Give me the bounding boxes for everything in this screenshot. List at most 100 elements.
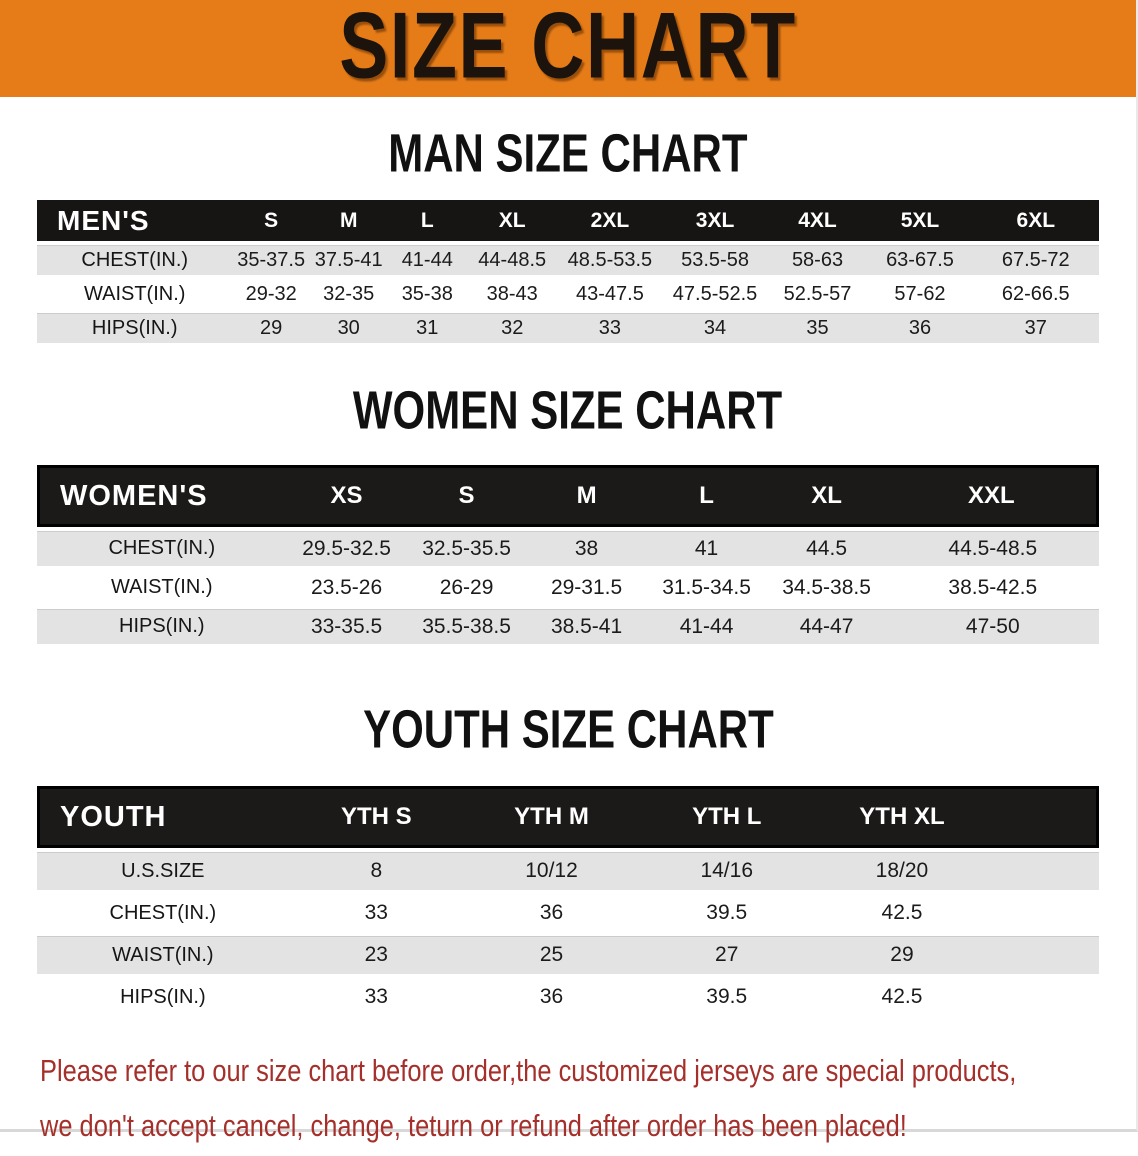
measurement-value: 27	[639, 936, 815, 974]
measurement-value: 35-38	[387, 279, 468, 309]
row-label: HIPS(IN.)	[37, 313, 233, 343]
measurement-value: 31.5-34.5	[646, 570, 767, 605]
measurement-value: 53.5-58	[662, 245, 768, 275]
measurement-value: 37.5-41	[309, 245, 388, 275]
size-column-header: XL	[766, 465, 887, 527]
size-column-header: XS	[286, 465, 407, 527]
order-disclaimer: Please refer to our size chart before or…	[40, 1046, 1136, 1156]
size-column-header: YTH S	[288, 786, 464, 848]
measurement-value: 44.5-48.5	[886, 531, 1099, 566]
measurement-row: WAIST(IN.) 23 25 27 29	[37, 936, 1099, 974]
measurement-value: 44-47	[766, 609, 887, 644]
empty-cell	[989, 852, 1099, 890]
measurement-value: 67.5-72	[972, 245, 1099, 275]
row-label: HIPS(IN.)	[37, 609, 287, 644]
row-label: WAIST(IN.)	[37, 570, 287, 605]
measurement-value: 52.5-57	[767, 279, 868, 309]
measurement-value: 33	[288, 894, 464, 932]
youth-section-heading: YOUTH SIZE CHART	[0, 698, 1136, 760]
size-column-header: XXL	[886, 465, 1099, 527]
measurement-value: 39.5	[639, 978, 815, 1016]
measurement-value: 18/20	[814, 852, 990, 890]
measurement-value: 41-44	[387, 245, 468, 275]
size-column-header: YTH M	[463, 786, 640, 848]
size-column-header: S	[406, 465, 527, 527]
women-size-table: WOMEN'S XS S M L XL XXL CHEST(IN.) 29.5-32.5 32.5…	[37, 461, 1099, 648]
measurement-value: 36	[867, 313, 973, 343]
measurement-value: 43-47.5	[557, 279, 663, 309]
size-column-header: 3XL	[662, 200, 768, 241]
measurement-row: WAIST(IN.) 29-32 32-35 35-38 38-43 43-47.5 47.…	[37, 279, 1099, 309]
measurement-value: 32	[467, 313, 558, 343]
table-group-label: WOMEN'S	[37, 465, 287, 527]
size-column-header: 6XL	[972, 200, 1099, 241]
size-column-header: L	[387, 200, 468, 241]
measurement-row: HIPS(IN.) 33 36 39.5 42.5	[37, 978, 1099, 1016]
measurement-row: CHEST(IN.) 33 36 39.5 42.5	[37, 894, 1099, 932]
measurement-value: 23.5-26	[286, 570, 407, 605]
measurement-value: 37	[972, 313, 1099, 343]
measurement-value: 30	[309, 313, 388, 343]
measurement-value: 29-31.5	[526, 570, 647, 605]
measurement-value: 41	[646, 531, 767, 566]
measurement-value: 38.5-42.5	[886, 570, 1099, 605]
measurement-value: 36	[463, 894, 640, 932]
measurement-row: CHEST(IN.) 35-37.5 37.5-41 41-44 44-48.5 48.5…	[37, 245, 1099, 275]
banner: SIZE CHART	[0, 0, 1136, 97]
row-label: U.S.SIZE	[37, 852, 289, 890]
measurement-value: 38.5-41	[526, 609, 647, 644]
size-column-header: S	[232, 200, 310, 241]
empty-header-cell	[989, 786, 1099, 848]
measurement-row: U.S.SIZE 8 10/12 14/16 18/20	[37, 852, 1099, 890]
measurement-value: 41-44	[646, 609, 767, 644]
measurement-value: 35	[767, 313, 868, 343]
men-size-table: MEN'S S M L XL 2XL 3XL 4XL 5XL 6XL CHEST(IN.) 35-37…	[37, 196, 1099, 347]
measurement-value: 38	[526, 531, 647, 566]
row-label: CHEST(IN.)	[37, 531, 287, 566]
measurement-value: 29	[232, 313, 310, 343]
size-table: YOUTH YTH S YTH M YTH L YTH XL U.S.SIZE 8 10/12…	[37, 782, 1099, 1020]
measurement-value: 36	[463, 978, 640, 1016]
size-column-header: 2XL	[557, 200, 663, 241]
youth-section-heading-text: YOUTH SIZE CHART	[362, 698, 774, 760]
measurement-value: 35.5-38.5	[406, 609, 527, 644]
measurement-value: 33-35.5	[286, 609, 407, 644]
banner-title: SIZE CHART	[339, 0, 797, 97]
measurement-value: 38-43	[467, 279, 558, 309]
measurement-row: CHEST(IN.) 29.5-32.5 32.5-35.5 38 41 44.5 44.5…	[37, 531, 1099, 566]
size-table: MEN'S S M L XL 2XL 3XL 4XL 5XL 6XL CHEST(IN.) 35-37…	[37, 196, 1099, 347]
size-column-header: XL	[467, 200, 558, 241]
man-section-heading: MAN SIZE CHART	[0, 123, 1136, 183]
measurement-value: 47.5-52.5	[662, 279, 768, 309]
measurement-value: 57-62	[867, 279, 973, 309]
row-label: WAIST(IN.)	[37, 936, 289, 974]
measurement-value: 34	[662, 313, 768, 343]
size-column-header: M	[309, 200, 388, 241]
size-column-header: M	[526, 465, 647, 527]
women-section-heading: WOMEN SIZE CHART	[0, 379, 1136, 441]
women-section-heading-text: WOMEN SIZE CHART	[353, 379, 783, 441]
measurement-value: 42.5	[814, 894, 990, 932]
measurement-value: 63-67.5	[867, 245, 973, 275]
measurement-value: 34.5-38.5	[766, 570, 887, 605]
measurement-value: 42.5	[814, 978, 990, 1016]
size-column-header: 5XL	[867, 200, 973, 241]
row-label: CHEST(IN.)	[37, 894, 289, 932]
row-label: HIPS(IN.)	[37, 978, 289, 1016]
empty-cell	[989, 894, 1099, 932]
size-column-header: YTH XL	[814, 786, 990, 848]
measurement-value: 8	[288, 852, 464, 890]
measurement-value: 32-35	[309, 279, 388, 309]
measurement-value: 44.5	[766, 531, 887, 566]
size-table: WOMEN'S XS S M L XL XXL CHEST(IN.) 29.5-32.5 32.5…	[37, 461, 1099, 648]
youth-size-table: YOUTH YTH S YTH M YTH L YTH XL U.S.SIZE 8 10/12…	[37, 782, 1099, 1020]
disclaimer-line-1: Please refer to our size chart before or…	[40, 1053, 1017, 1088]
measurement-value: 48.5-53.5	[557, 245, 663, 275]
row-label: CHEST(IN.)	[37, 245, 233, 275]
measurement-value: 26-29	[406, 570, 527, 605]
measurement-row: HIPS(IN.) 29 30 31 32 33 34 35 36 37	[37, 313, 1099, 343]
disclaimer-line-2: we don't accept cancel, change, teturn o…	[40, 1108, 907, 1143]
measurement-value: 29-32	[232, 279, 310, 309]
measurement-value: 25	[463, 936, 640, 974]
